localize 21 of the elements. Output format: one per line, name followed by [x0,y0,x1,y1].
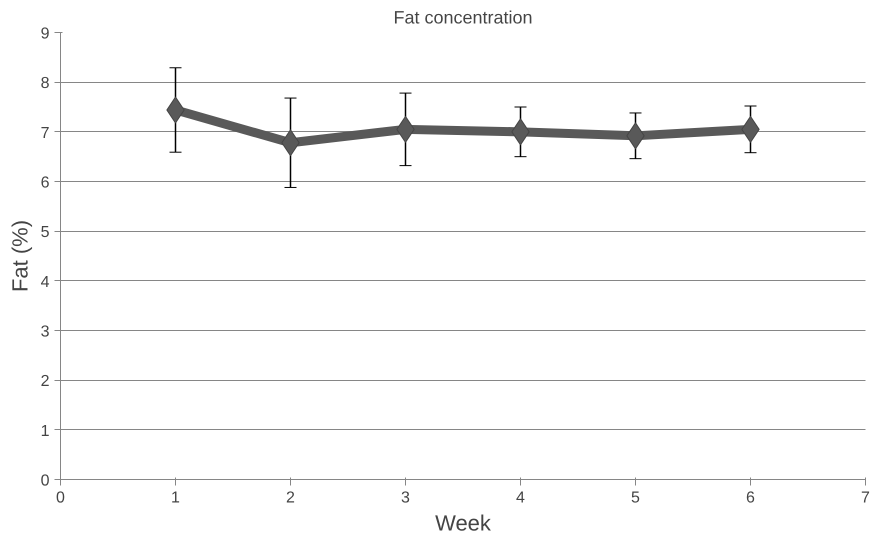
y-tick-label: 6 [40,174,50,192]
y-tick-label: 7 [40,124,50,142]
x-tick-label: 1 [171,490,180,506]
x-tick-label: 7 [861,490,870,506]
y-tick-label: 8 [40,75,50,92]
x-tick-label: 4 [516,490,526,506]
y-tick-label: 9 [40,26,50,42]
y-tick-label: 4 [40,274,50,291]
x-tick-label: 5 [631,490,640,506]
y-tick-label: 3 [40,324,50,340]
chart-title: Fat concentration [393,8,533,28]
x-tick-label: 2 [286,490,296,506]
x-tick-label: 0 [56,490,66,506]
x-tick-label: 3 [401,490,410,506]
y-tick-label: 2 [40,373,50,390]
x-axis-title: Week [435,510,492,536]
y-tick-label: 5 [40,224,50,242]
y-axis-title: Fat (%) [8,220,33,292]
x-tick-label: 6 [746,490,756,506]
y-tick-label: 1 [40,422,50,440]
y-tick-label: 0 [40,472,50,490]
